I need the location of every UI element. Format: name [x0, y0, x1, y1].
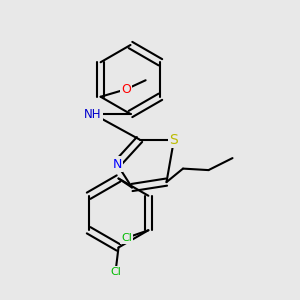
- Text: O: O: [121, 83, 131, 96]
- Text: N: N: [112, 158, 122, 171]
- Text: S: S: [169, 133, 178, 146]
- Text: NH: NH: [84, 107, 102, 121]
- Text: Cl: Cl: [121, 233, 132, 243]
- Text: Cl: Cl: [110, 267, 121, 277]
